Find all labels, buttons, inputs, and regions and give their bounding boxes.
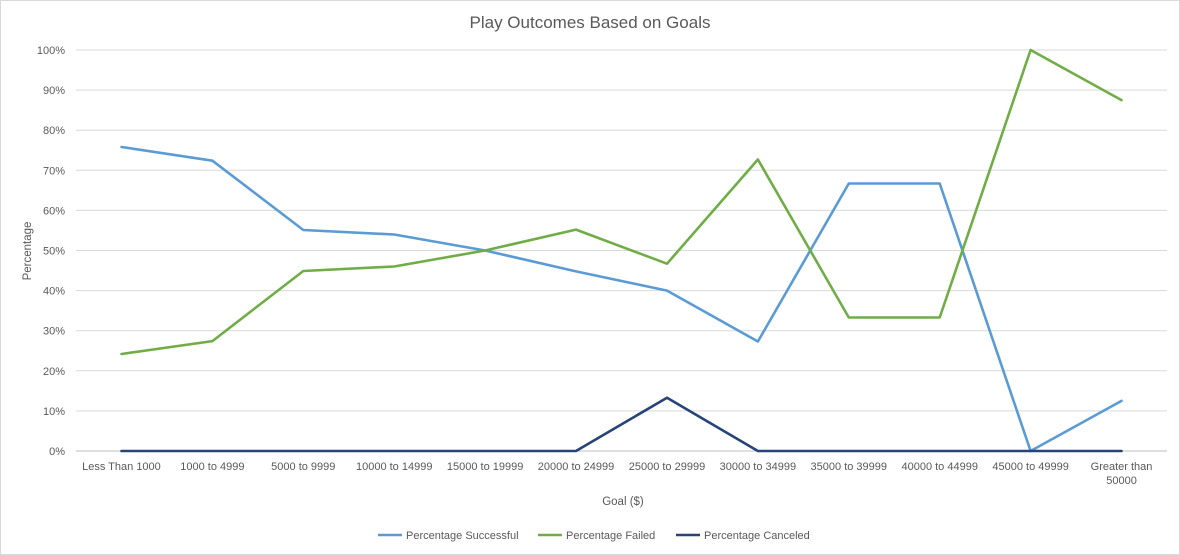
- x-tick-label: 40000 to 44999: [901, 461, 977, 473]
- x-tick-label: Greater than 50000: [1091, 461, 1153, 487]
- y-tick-label: 10%: [43, 406, 65, 418]
- series-line-0: [120, 145, 1123, 453]
- y-axis-title: Percentage: [22, 222, 34, 281]
- x-axis-title: Goal ($): [602, 496, 644, 508]
- legend-label: Percentage Successful: [406, 530, 519, 542]
- y-tick-label: 40%: [43, 286, 65, 298]
- legend-label: Percentage Failed: [566, 530, 655, 542]
- x-tick-label: 1000 to 4999: [180, 461, 244, 473]
- series-line-1: [120, 48, 1123, 356]
- y-tick-label: 80%: [43, 125, 65, 137]
- x-tick-label: 20000 to 24999: [538, 461, 614, 473]
- legend-label: Percentage Canceled: [704, 530, 810, 542]
- y-tick-label: 50%: [43, 246, 65, 258]
- y-axis-ticks: 0% 10% 20% 30% 40% 50% 60% 70% 80% 90% 100%: [37, 45, 65, 458]
- x-tick-label: 15000 to 19999: [447, 461, 523, 473]
- gridlines: [76, 49, 1167, 452]
- y-tick-label: 20%: [43, 366, 65, 378]
- x-axis-ticks: Less Than 1000 1000 to 4999 5000 to 9999 10…: [82, 461, 1152, 487]
- y-tick-label: 0%: [49, 446, 65, 458]
- y-tick-label: 30%: [43, 326, 65, 338]
- x-tick-label: 30000 to 34999: [720, 461, 796, 473]
- legend: Percentage Successful Percentage Failed Pe…: [378, 530, 810, 542]
- y-tick-label: 70%: [43, 165, 65, 177]
- x-tick-label: 45000 to 49999: [992, 461, 1068, 473]
- series-line-2: [120, 396, 1123, 453]
- x-tick-label: Less Than 1000: [82, 461, 161, 473]
- series-lines: [120, 48, 1123, 453]
- y-tick-label: 90%: [43, 85, 65, 97]
- x-tick-label: 35000 to 39999: [811, 461, 887, 473]
- x-tick-label: 25000 to 29999: [629, 461, 705, 473]
- y-tick-label: 60%: [43, 205, 65, 217]
- x-tick-label: 10000 to 14999: [356, 461, 432, 473]
- chart-title: Play Outcomes Based on Goals: [470, 13, 711, 32]
- x-tick-label: 5000 to 9999: [271, 461, 335, 473]
- y-tick-label: 100%: [37, 45, 65, 57]
